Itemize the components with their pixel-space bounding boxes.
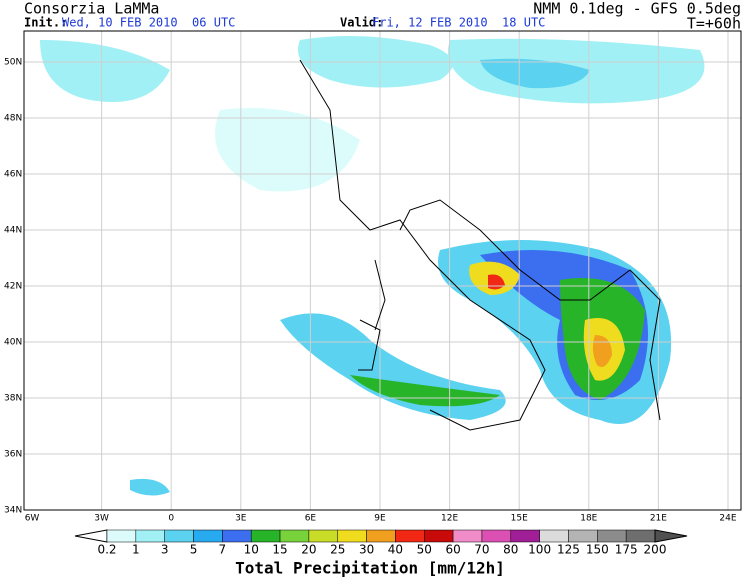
colorbar-label: 1 bbox=[132, 543, 140, 557]
colorbar-box bbox=[625, 529, 656, 543]
colorbar-label: 7 bbox=[219, 543, 227, 557]
right-title: NMM 0.1deg - GFS 0.5deg bbox=[533, 0, 741, 18]
colorbar-label: 3 bbox=[161, 543, 169, 557]
valid-label: Valid: bbox=[340, 16, 383, 30]
lon-label: 3W bbox=[94, 514, 109, 524]
forecast-time: T=+60h bbox=[687, 15, 741, 33]
lat-label: 34N bbox=[4, 506, 22, 516]
colorbar-label: 40 bbox=[388, 543, 403, 557]
colorbar-label: 125 bbox=[557, 543, 580, 557]
colorbar-title: Total Precipitation [mm/12h] bbox=[235, 559, 505, 578]
lat-label: 40N bbox=[4, 338, 22, 348]
left-title: Consorzia LaMMa bbox=[24, 0, 159, 18]
lat-label: 48N bbox=[4, 114, 22, 124]
init-value: Wed, 10 FEB 2010 06 UTC bbox=[62, 16, 235, 30]
colorbar-box bbox=[222, 529, 252, 543]
lat-label: 44N bbox=[4, 226, 22, 236]
lon-label: 0 bbox=[168, 514, 174, 524]
colorbar-box bbox=[135, 529, 165, 543]
colorbar-label: 0.2 bbox=[97, 543, 116, 557]
colorbar-box bbox=[452, 529, 483, 543]
colorbar-box bbox=[568, 529, 598, 543]
colorbar-label: 80 bbox=[503, 543, 518, 557]
lon-label: 6E bbox=[305, 514, 317, 524]
colorbar-box bbox=[250, 529, 281, 543]
valid-value: Fri, 12 FEB 2010 18 UTC bbox=[372, 16, 545, 30]
graticule bbox=[24, 31, 741, 510]
lon-label: 6W bbox=[25, 514, 40, 524]
colorbar-box bbox=[279, 529, 310, 543]
lat-label: 42N bbox=[4, 282, 22, 292]
colorbar-label: 20 bbox=[301, 543, 316, 557]
colorbar-label: 70 bbox=[474, 543, 489, 557]
colorbar-box bbox=[308, 529, 338, 543]
lon-label: 21E bbox=[650, 514, 667, 524]
lon-label: 3E bbox=[235, 514, 247, 524]
colorbar-over bbox=[654, 529, 688, 543]
precip-area bbox=[130, 478, 170, 496]
colorbar-under bbox=[74, 529, 108, 543]
lat-label: 50N bbox=[4, 58, 22, 68]
precip-area bbox=[40, 40, 170, 102]
colorbar-label: 150 bbox=[586, 543, 609, 557]
colorbar-box bbox=[510, 529, 540, 543]
colorbar: 0.2 1 3 5 7 10 15 20 25 30 40 50 60 70 80 100 125 150 175 2… bbox=[74, 529, 688, 557]
lon-label: 9E bbox=[374, 514, 386, 524]
colorbar-box bbox=[424, 529, 454, 543]
colorbar-label: 5 bbox=[190, 543, 198, 557]
colorbar-box bbox=[597, 529, 627, 543]
map bbox=[23, 30, 742, 511]
colorbar-label: 15 bbox=[272, 543, 287, 557]
colorbar-box bbox=[337, 529, 367, 543]
colorbar-box bbox=[539, 529, 569, 543]
lat-label: 46N bbox=[4, 170, 22, 180]
colorbar-label: 175 bbox=[615, 543, 638, 557]
colorbar-box bbox=[366, 529, 396, 543]
colorbar-box bbox=[164, 529, 194, 543]
coastline bbox=[299, 59, 661, 431]
lon-label: 24E bbox=[719, 514, 736, 524]
colorbar-box bbox=[395, 529, 425, 543]
precip-area bbox=[480, 58, 590, 89]
precip-area bbox=[592, 335, 612, 368]
colorbar-label: 200 bbox=[644, 543, 667, 557]
lon-label: 18E bbox=[580, 514, 597, 524]
lon-label: 12E bbox=[441, 514, 458, 524]
colorbar-label: 30 bbox=[359, 543, 374, 557]
colorbar-box bbox=[193, 529, 223, 543]
colorbar-label: 100 bbox=[528, 543, 551, 557]
colorbar-label: 50 bbox=[417, 543, 432, 557]
colorbar-label: 10 bbox=[244, 543, 259, 557]
lat-label: 38N bbox=[4, 394, 22, 404]
colorbar-label: 60 bbox=[445, 543, 460, 557]
init-label: Init.: bbox=[24, 16, 67, 30]
lon-label: 15E bbox=[511, 514, 528, 524]
precip-field bbox=[40, 36, 705, 496]
lat-label: 36N bbox=[4, 450, 22, 460]
colorbar-box bbox=[481, 529, 512, 543]
map-frame bbox=[23, 30, 742, 511]
colorbar-box bbox=[106, 529, 137, 543]
precip-area bbox=[215, 108, 360, 192]
colorbar-label: 25 bbox=[330, 543, 345, 557]
